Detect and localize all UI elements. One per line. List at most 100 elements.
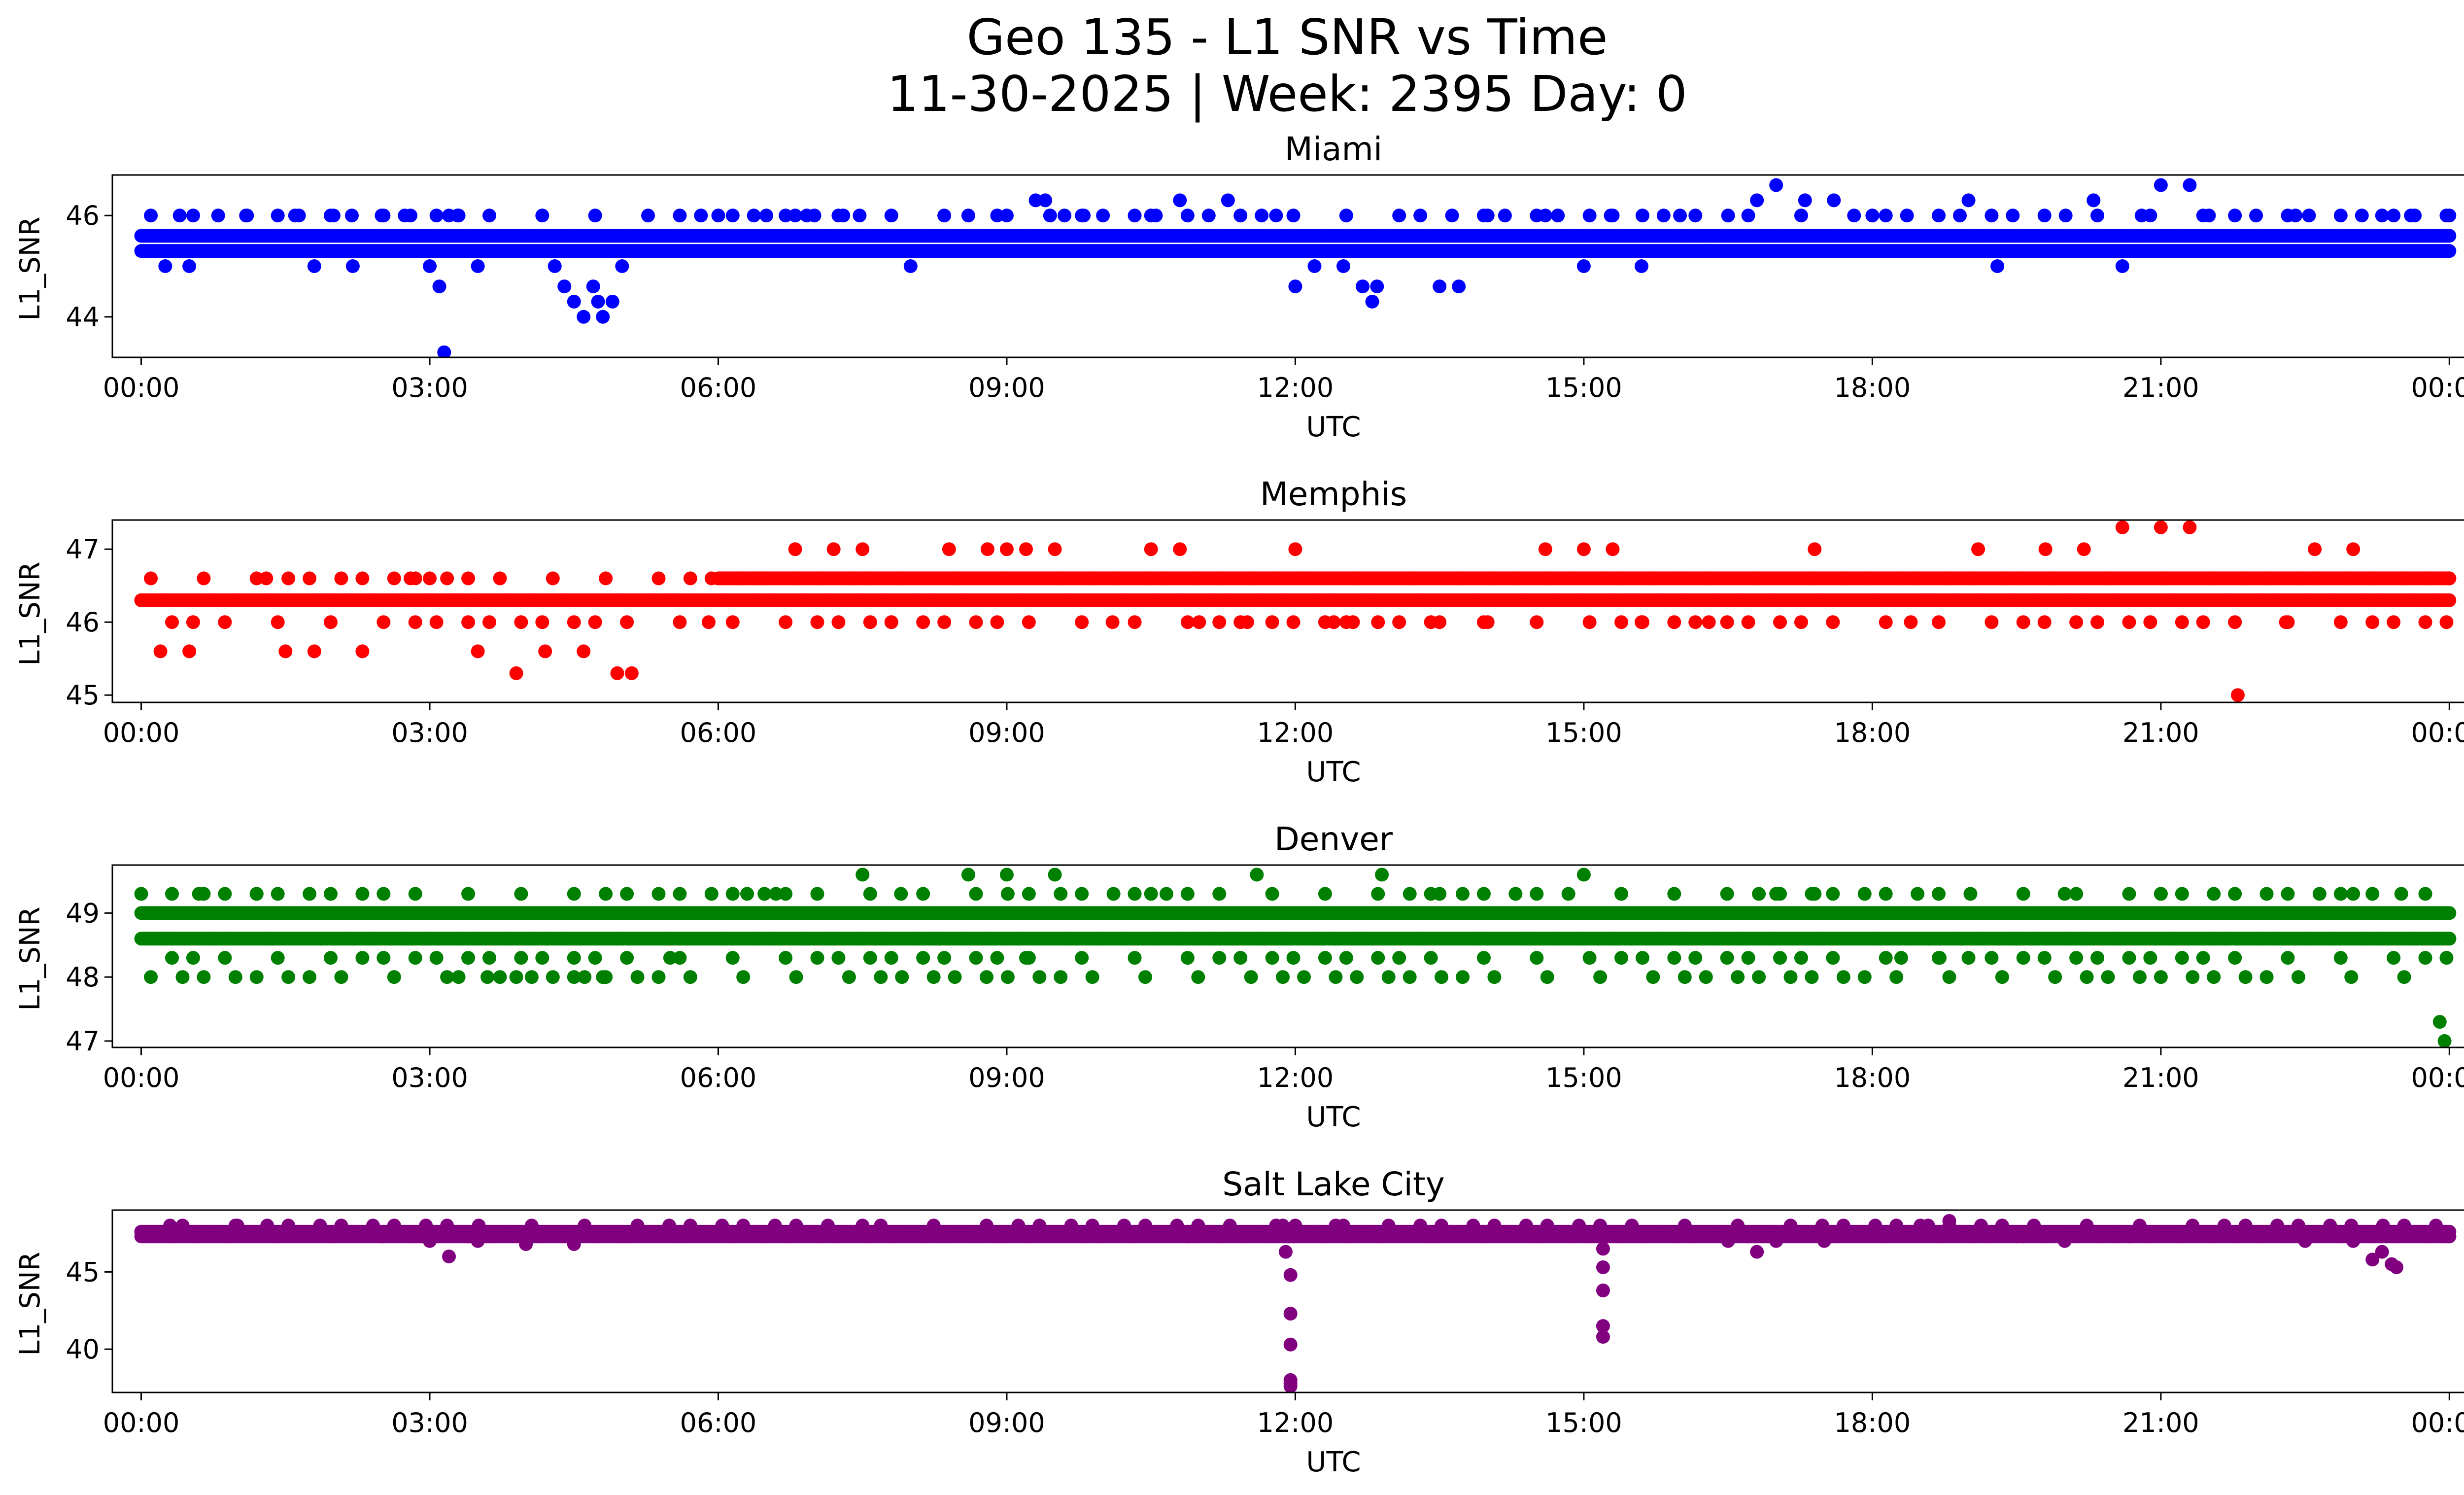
data-point xyxy=(451,970,466,984)
data-point xyxy=(969,887,983,901)
data-point xyxy=(2355,932,2369,946)
data-point xyxy=(2302,209,2316,223)
data-point xyxy=(334,244,348,258)
data-point xyxy=(1900,209,1914,223)
data-point xyxy=(153,244,168,258)
data-point xyxy=(630,906,645,920)
data-point xyxy=(344,209,359,223)
data-point xyxy=(2037,209,2052,223)
data-point xyxy=(437,345,451,357)
data-point xyxy=(355,951,370,965)
data-point xyxy=(768,906,782,920)
data-point xyxy=(1173,193,1187,208)
data-point xyxy=(1022,887,1036,901)
data-point xyxy=(1942,571,1956,586)
data-point xyxy=(1635,951,1649,965)
data-point xyxy=(471,1234,485,1248)
data-point xyxy=(2154,887,2168,901)
data-point xyxy=(334,571,348,586)
data-point xyxy=(641,209,655,223)
data-point xyxy=(2080,970,2094,984)
data-point xyxy=(1075,615,1089,629)
data-point xyxy=(2429,1218,2443,1233)
data-point xyxy=(1911,887,1925,901)
data-point xyxy=(1667,951,1681,965)
data-point xyxy=(630,970,645,984)
data-point xyxy=(932,932,947,946)
data-point xyxy=(2365,229,2380,243)
data-point xyxy=(730,229,745,243)
data-point xyxy=(419,1218,433,1233)
data-point xyxy=(826,542,841,556)
x-tick-label: 09:00 xyxy=(968,372,1045,403)
data-point xyxy=(1000,970,1015,984)
data-point xyxy=(1054,887,1068,901)
data-point xyxy=(1233,209,1248,223)
data-point xyxy=(2375,1245,2389,1259)
data-point xyxy=(1138,244,1152,258)
data-point xyxy=(2228,229,2242,243)
data-point xyxy=(2101,970,2115,984)
data-point xyxy=(916,887,930,901)
data-point xyxy=(2291,244,2305,258)
data-point xyxy=(2069,229,2084,243)
data-point xyxy=(990,1229,1004,1244)
data-point xyxy=(1201,593,1216,607)
data-point xyxy=(757,229,772,243)
data-point xyxy=(916,615,930,629)
data-point xyxy=(2281,1229,2295,1244)
data-point xyxy=(1233,951,1248,965)
data-point xyxy=(442,593,456,607)
data-point xyxy=(2238,244,2253,258)
data-point xyxy=(1731,970,1745,984)
data-point xyxy=(1085,970,1099,984)
data-point xyxy=(1952,593,1967,607)
data-point xyxy=(207,1224,221,1239)
data-point xyxy=(2164,593,2179,607)
x-tick-label: 03:00 xyxy=(391,1407,468,1438)
data-point xyxy=(853,593,867,607)
data-point xyxy=(2291,1218,2305,1233)
data-point xyxy=(1769,887,1783,901)
data-point xyxy=(1995,1218,2009,1233)
data-point xyxy=(1576,542,1591,556)
data-point xyxy=(1889,970,1904,984)
data-point xyxy=(2346,1234,2361,1248)
data-point xyxy=(524,244,539,258)
data-point xyxy=(2090,951,2105,965)
data-point xyxy=(1487,970,1502,984)
data-point xyxy=(768,932,782,946)
plot-area xyxy=(134,520,2457,702)
data-point xyxy=(2069,887,2084,901)
data-point xyxy=(471,644,485,659)
data-point xyxy=(916,229,930,243)
data-point xyxy=(1572,593,1586,607)
data-point xyxy=(779,887,793,901)
data-point xyxy=(1815,932,1829,946)
data-point xyxy=(2016,615,2030,629)
data-point xyxy=(165,1229,179,1244)
data-point xyxy=(1625,906,1639,920)
data-point xyxy=(1942,906,1956,920)
data-point xyxy=(1011,593,1026,607)
data-point xyxy=(2375,209,2389,223)
data-point xyxy=(624,666,639,680)
data-point xyxy=(1576,259,1591,273)
data-point xyxy=(1561,229,1575,243)
data-point xyxy=(230,593,244,607)
data-point xyxy=(1530,951,1544,965)
data-point xyxy=(2376,593,2390,607)
data-point xyxy=(376,951,391,965)
data-point xyxy=(1582,229,1597,243)
data-point xyxy=(2202,209,2216,223)
data-point xyxy=(779,615,793,629)
data-point xyxy=(1149,593,1163,607)
panel-title: Denver xyxy=(1274,820,1393,858)
data-point xyxy=(175,970,190,984)
data-point xyxy=(2270,906,2284,920)
data-point xyxy=(1635,209,1649,223)
data-point xyxy=(2249,209,2263,223)
data-point xyxy=(1392,951,1406,965)
data-point xyxy=(1750,193,1764,208)
data-point xyxy=(798,932,812,946)
